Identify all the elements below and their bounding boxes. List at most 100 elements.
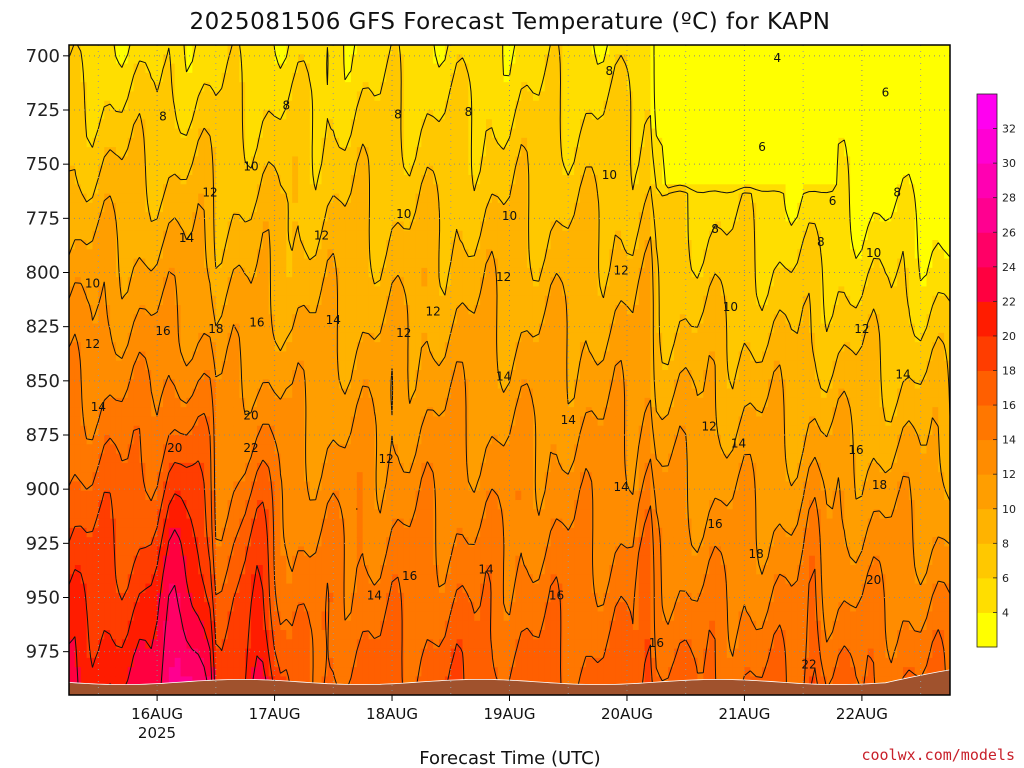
- temperature-cell: [174, 342, 182, 353]
- temperature-cell: [145, 351, 152, 362]
- temperature-cell: [198, 72, 205, 83]
- temperature-cell: [204, 667, 211, 678]
- temperature-cell: [480, 667, 487, 678]
- temperature-cell: [286, 379, 293, 390]
- temperature-cell: [356, 72, 364, 83]
- temperature-cell: [298, 110, 305, 120]
- temperature-cell: [174, 91, 182, 102]
- temperature-cell: [350, 147, 358, 158]
- temperature-cell: [92, 286, 99, 297]
- temperature-cell: [198, 110, 205, 120]
- temperature-cell: [403, 490, 411, 501]
- temperature-cell: [162, 314, 170, 325]
- temperature-cell: [462, 630, 469, 640]
- temperature-cell: [215, 472, 223, 483]
- temperature-cell: [256, 379, 264, 390]
- temperature-cell: [392, 648, 399, 659]
- temperature-cell: [209, 425, 217, 436]
- temperature-cell: [286, 295, 293, 306]
- temperature-cell: [157, 193, 164, 204]
- temperature-cell: [339, 184, 346, 195]
- temperature-cell: [456, 555, 464, 566]
- temperature-cell: [110, 630, 117, 640]
- temperature-cell: [368, 295, 376, 306]
- temperature-cell: [333, 156, 340, 167]
- temperature-cell: [368, 620, 376, 631]
- temperature-cell: [444, 509, 452, 520]
- temperature-cell: [315, 407, 323, 418]
- temperature-cell: [227, 583, 235, 594]
- temperature-cell: [368, 648, 376, 659]
- temperature-cell: [115, 537, 123, 548]
- temperature-cell: [251, 370, 258, 380]
- temperature-cell: [303, 91, 311, 102]
- temperature-cell: [474, 425, 481, 436]
- temperature-cell: [450, 481, 458, 492]
- temperature-cell: [403, 258, 411, 269]
- temperature-cell: [356, 444, 364, 455]
- temperature-cell: [462, 156, 469, 167]
- temperature-cell: [69, 583, 76, 594]
- temperature-cell: [427, 444, 434, 455]
- temperature-cell: [409, 212, 417, 223]
- temperature-cell: [251, 546, 258, 557]
- temperature-cell: [110, 240, 117, 250]
- temperature-cell: [403, 286, 411, 297]
- temperature-cell: [309, 592, 317, 603]
- temperature-cell: [233, 165, 240, 176]
- temperature-cell: [386, 175, 393, 185]
- temperature-cell: [350, 435, 358, 445]
- temperature-cell: [286, 648, 293, 659]
- temperature-cell: [127, 165, 135, 176]
- temperature-cell: [368, 388, 376, 399]
- temperature-cell: [309, 230, 317, 241]
- temperature-cell: [221, 388, 229, 399]
- temperature-cell: [321, 119, 329, 130]
- temperature-cell: [227, 82, 235, 93]
- temperature-cell: [380, 639, 387, 650]
- temperature-cell: [462, 212, 469, 223]
- temperature-cell: [409, 54, 417, 65]
- temperature-cell: [233, 555, 240, 566]
- temperature-cell: [368, 379, 376, 390]
- temperature-cell: [392, 537, 399, 548]
- temperature-cell: [397, 537, 405, 548]
- temperature-cell: [239, 360, 246, 371]
- temperature-cell: [186, 583, 193, 594]
- temperature-cell: [333, 648, 340, 659]
- temperature-cell: [309, 54, 317, 65]
- temperature-cell: [256, 620, 264, 631]
- temperature-cell: [386, 407, 393, 418]
- temperature-cell: [98, 397, 105, 408]
- temperature-cell: [450, 286, 458, 297]
- temperature-cell: [192, 277, 199, 288]
- temperature-cell: [104, 82, 111, 93]
- temperature-cell: [227, 379, 235, 390]
- temperature-cell: [292, 286, 299, 297]
- temperature-cell: [133, 509, 141, 520]
- temperature-cell: [439, 592, 446, 603]
- temperature-cell: [333, 444, 340, 455]
- temperature-cell: [309, 435, 317, 445]
- temperature-cell: [298, 332, 305, 343]
- temperature-cell: [145, 342, 152, 353]
- temperature-cell: [286, 407, 293, 418]
- temperature-cell: [345, 360, 352, 371]
- temperature-cell: [397, 370, 405, 380]
- temperature-cell: [468, 500, 475, 510]
- temperature-cell: [309, 518, 317, 529]
- temperature-cell: [409, 500, 417, 510]
- temperature-cell: [456, 620, 464, 631]
- temperature-cell: [268, 295, 276, 306]
- plot-area: [69, 45, 950, 695]
- temperature-cell: [80, 546, 88, 557]
- temperature-cell: [303, 100, 311, 111]
- temperature-cell: [92, 611, 99, 622]
- temperature-cell: [92, 323, 99, 334]
- temperature-cell: [227, 119, 235, 130]
- temperature-cell: [233, 351, 240, 362]
- temperature-cell: [462, 509, 469, 520]
- temperature-cell: [80, 267, 88, 278]
- temperature-cell: [127, 63, 135, 74]
- temperature-cell: [251, 332, 258, 343]
